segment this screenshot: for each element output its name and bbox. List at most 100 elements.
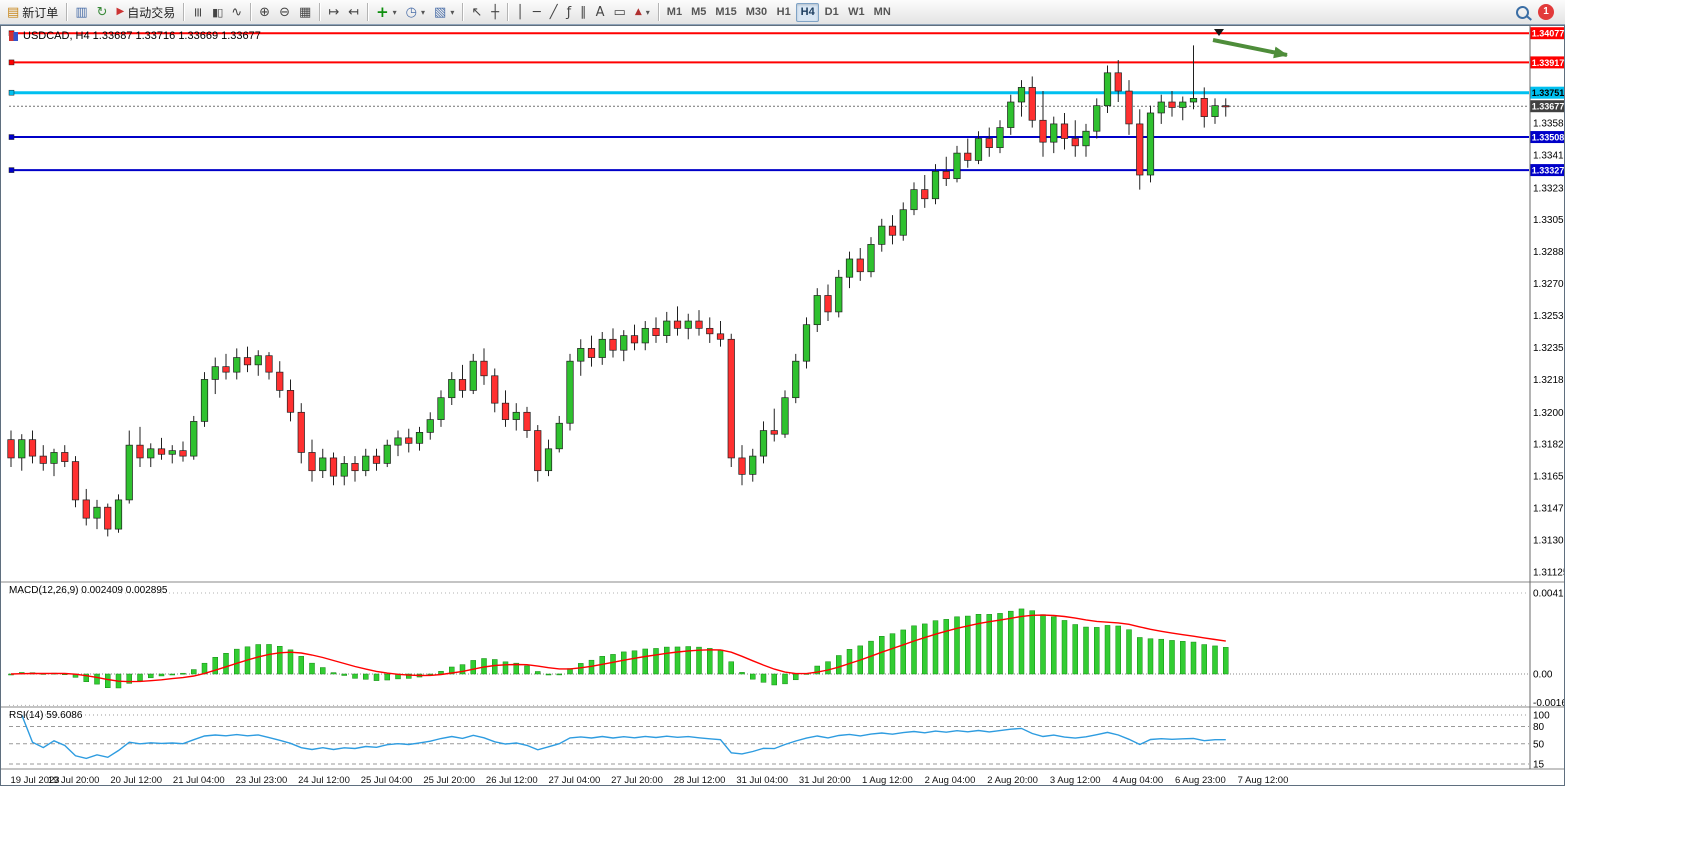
support-line-1-handle[interactable] <box>8 134 15 140</box>
support-line-1-price-box <box>1530 131 1564 144</box>
notification-badge[interactable]: 1 <box>1538 4 1554 20</box>
timeframe-h4[interactable]: H4 <box>796 2 820 22</box>
macd-bar <box>1051 616 1057 675</box>
chart-window-button[interactable]: ▥ <box>71 2 91 23</box>
candle-up <box>878 225 886 245</box>
svg-text:100: 100 <box>1533 711 1550 722</box>
macd-bar <box>341 673 347 676</box>
candle-up <box>1082 130 1090 147</box>
shapes-button[interactable]: ▲ ▾ <box>631 2 654 23</box>
chevron-down-icon: ▾ <box>392 7 397 17</box>
svg-text:-0.001625: -0.001625 <box>1533 698 1565 709</box>
svg-text:4 Aug 04:00: 4 Aug 04:00 <box>1112 775 1163 786</box>
vertical-line-button[interactable]: │ <box>512 2 528 23</box>
macd-bar <box>234 648 240 675</box>
candle-down <box>673 320 682 329</box>
candle-down <box>523 411 531 431</box>
candle-down <box>104 506 112 530</box>
svg-text:6 Aug 23:00: 6 Aug 23:00 <box>1175 775 1226 786</box>
line-chart-button[interactable]: ∿ <box>227 2 246 23</box>
crosshair-button[interactable]: ┼ <box>487 2 503 23</box>
timeframe-m1[interactable]: M1 <box>663 3 686 22</box>
indicators-button[interactable]: + ▾ <box>372 2 401 23</box>
macd-histogram <box>8 608 1229 689</box>
macd-bar <box>986 614 992 675</box>
timeframe-d1[interactable]: D1 <box>820 3 843 22</box>
chart-shift-button[interactable]: ↤ <box>344 2 363 23</box>
macd-bar <box>1158 638 1164 675</box>
candle-down <box>706 327 714 335</box>
chart-window-icon: ▥ <box>75 4 88 20</box>
resistance-line-2-price-box <box>1530 56 1564 69</box>
macd-bar <box>610 654 616 675</box>
macd-bar <box>169 673 175 676</box>
minor-resistance-line-handle[interactable] <box>8 89 15 96</box>
toolbar-separator <box>183 3 185 21</box>
trendline-button[interactable]: ╱ <box>546 2 562 23</box>
auto-scroll-button[interactable]: ↦ <box>324 2 343 23</box>
macd-bar <box>1137 637 1143 675</box>
candle-up <box>211 366 219 380</box>
macd-bar <box>782 673 788 685</box>
macd-bar <box>674 646 681 675</box>
macd-bar <box>363 673 369 680</box>
svg-text:23 Jul 23:00: 23 Jul 23:00 <box>236 775 288 786</box>
zoom-out-button[interactable]: ⊖ <box>275 2 294 23</box>
candle-down <box>587 348 596 358</box>
candle-down <box>824 295 832 313</box>
trend-arrow-annotation[interactable] <box>1212 38 1288 59</box>
timeframe-m30[interactable]: M30 <box>742 3 771 22</box>
zoom-in-button[interactable]: ⊕ <box>255 2 274 23</box>
zoom-out-icon: ⊖ <box>279 4 290 20</box>
timeframe-h1[interactable]: H1 <box>772 3 795 22</box>
templates-button[interactable]: ▧ ▾ <box>430 2 458 23</box>
macd-bar <box>352 673 358 679</box>
channels-button[interactable]: ∥ <box>576 2 591 23</box>
new-order-button[interactable]: ▤ 新订单 <box>3 2 62 23</box>
candle-down <box>985 138 993 148</box>
candle-up <box>996 127 1004 148</box>
search-button[interactable] <box>1512 2 1533 23</box>
candle-down <box>480 360 488 377</box>
top-marker-icon[interactable] <box>1214 29 1224 36</box>
svg-text:21 Jul 04:00: 21 Jul 04:00 <box>173 775 225 786</box>
macd-bar <box>384 673 390 681</box>
tile-windows-button[interactable]: ▦ <box>295 2 315 23</box>
timeframe-mn[interactable]: MN <box>870 3 895 22</box>
macd-bar <box>975 614 982 675</box>
macd-bar <box>685 646 691 675</box>
macd-bar <box>277 646 283 675</box>
label-button[interactable]: ▭ <box>610 2 630 23</box>
svg-text:1.33585: 1.33585 <box>1533 119 1565 130</box>
bar-chart-button[interactable]: ≡ <box>188 2 207 23</box>
fibonacci-button[interactable]: ƒ <box>563 2 576 23</box>
candle-up <box>200 379 209 422</box>
horizontal-line-button[interactable]: ─ <box>529 2 545 23</box>
resistance-line-1-handle[interactable] <box>8 30 15 36</box>
candle-down <box>630 335 639 344</box>
search-icon <box>1516 5 1529 19</box>
timeframe-w1[interactable]: W1 <box>844 3 869 22</box>
text-button[interactable]: A <box>592 2 609 23</box>
macd-bar <box>373 673 380 681</box>
periods-button[interactable]: ◷ ▾ <box>402 2 429 23</box>
price-axis[interactable]: 1.33585 1.33410 1.33230 1.33055 1.32880 1.327… <box>1530 27 1566 770</box>
resistance-line-2-handle[interactable] <box>8 59 15 66</box>
support-line-2-handle[interactable] <box>8 167 15 173</box>
candle-down <box>964 152 972 161</box>
macd-bar <box>545 673 552 676</box>
macd-bar <box>309 662 315 675</box>
timeframe-m5[interactable]: M5 <box>687 3 710 22</box>
candle-down <box>351 463 359 472</box>
cursor-button[interactable]: ↖ <box>467 2 486 23</box>
candle-down <box>1168 101 1176 108</box>
chart-canvas[interactable]: 1.33585 1.33410 1.33230 1.33055 1.32880 1.327… <box>1 26 1565 786</box>
candlestick-button[interactable]: ▮▯ <box>208 2 226 23</box>
macd-bar <box>255 644 261 675</box>
autotrade-button[interactable]: ▶ 自动交易 <box>113 2 180 23</box>
profiles-button[interactable]: ↻ <box>93 2 112 23</box>
svg-text:0.004195: 0.004195 <box>1533 588 1565 599</box>
timeframe-m15[interactable]: M15 <box>711 3 740 22</box>
line-chart-icon: ∿ <box>231 4 243 20</box>
